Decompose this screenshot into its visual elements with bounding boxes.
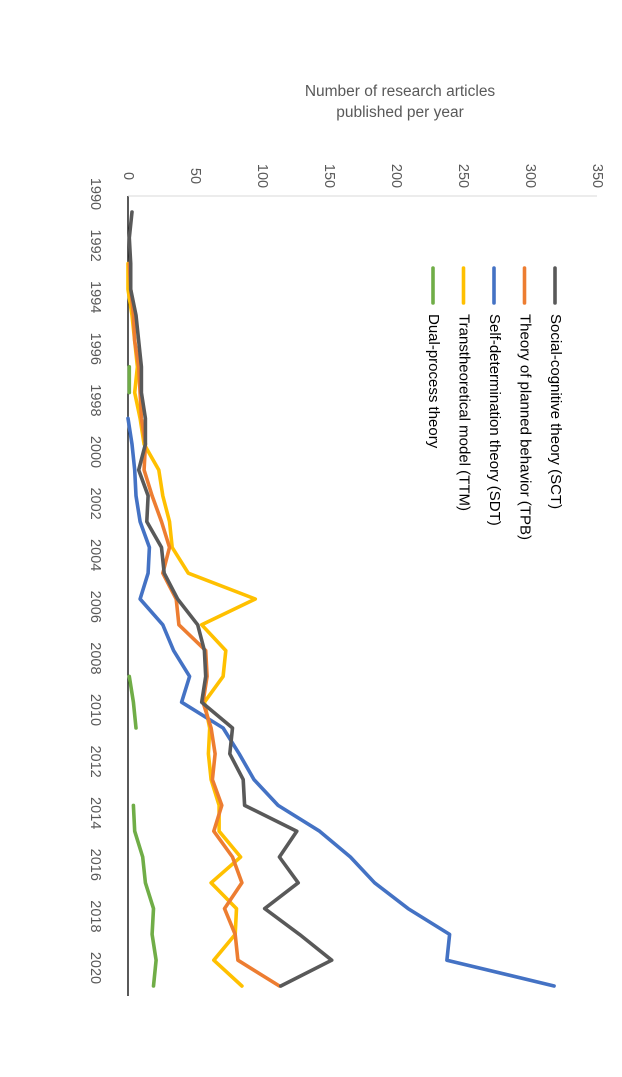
- series-line: [126, 416, 556, 988]
- y-tick-label: 0: [120, 172, 136, 180]
- x-tick-label: 1990: [87, 178, 103, 210]
- legend-label: Transtheoretical model (TTM): [456, 314, 473, 511]
- legend-label: Theory of planned behavior (TPB): [517, 314, 534, 540]
- x-tick-label: 2002: [87, 487, 103, 519]
- y-tick-label: 200: [388, 164, 404, 188]
- y-tick-label: 150: [321, 164, 337, 188]
- y-axis-ticks: 0 50 100 150 200 250 300 350: [120, 164, 605, 188]
- y-axis-title-line-2: published per year: [336, 104, 464, 121]
- legend: Social-cognitive theory (SCT) Theory of p…: [425, 266, 564, 540]
- series-line: [126, 261, 258, 988]
- x-tick-label: 1994: [87, 281, 103, 313]
- legend-label: Self-determination theory (SDT): [486, 314, 503, 526]
- series-lines: [126, 210, 556, 988]
- x-tick-label: 2012: [87, 745, 103, 777]
- y-axis-title-line-1: Number of research articles: [305, 83, 496, 100]
- x-tick-label: 2010: [87, 694, 103, 726]
- x-tick-label: 2018: [87, 900, 103, 932]
- legend-label: Dual-process theory: [425, 314, 442, 449]
- x-axis-ticks: 1990 1992 1994 1996 1998 2000 2002 2004 2006 2008…: [87, 178, 103, 984]
- y-tick-label: 100: [254, 164, 270, 188]
- y-tick-label: 300: [522, 164, 538, 188]
- x-tick-label: 2016: [87, 849, 103, 881]
- series-line: [127, 210, 334, 988]
- x-tick-label: 2000: [87, 436, 103, 468]
- x-tick-label: 2008: [87, 642, 103, 674]
- series-line: [131, 803, 158, 988]
- x-tick-label: 2004: [87, 539, 103, 571]
- x-tick-label: 1996: [87, 333, 103, 365]
- x-tick-label: 1992: [87, 229, 103, 261]
- x-tick-label: 2020: [87, 952, 103, 984]
- series-line: [127, 674, 138, 730]
- legend-label: Social-cognitive theory (SCT): [547, 314, 564, 509]
- x-tick-label: 1998: [87, 384, 103, 416]
- y-tick-label: 50: [187, 168, 203, 184]
- y-tick-label: 350: [589, 164, 605, 188]
- x-tick-label: 2014: [87, 797, 103, 829]
- x-tick-label: 2006: [87, 591, 103, 623]
- y-tick-label: 250: [455, 164, 471, 188]
